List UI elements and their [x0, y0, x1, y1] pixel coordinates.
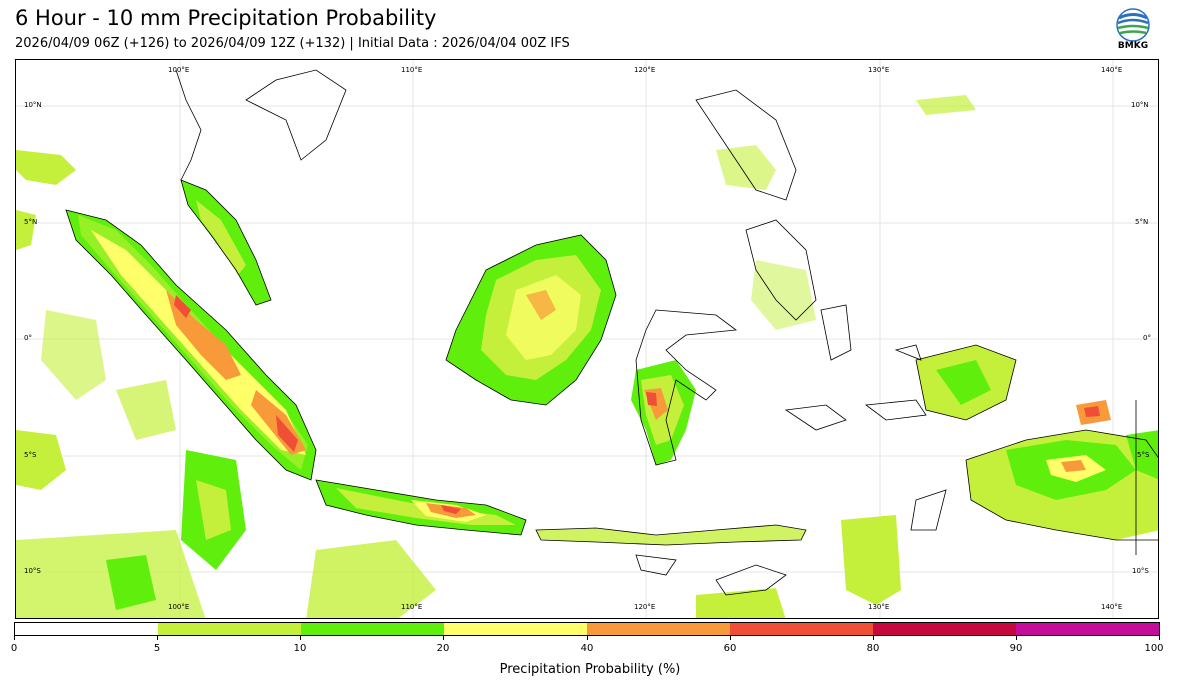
colorbar-title: Precipitation Probability (%) — [499, 662, 681, 677]
lat-label-left-0: 0° — [24, 334, 32, 342]
bmkg-logo: BMKG — [1112, 8, 1154, 54]
colorbar-segment-20-40 — [444, 623, 587, 635]
colorbar-tick — [300, 636, 301, 640]
colorbar-tick — [873, 636, 874, 640]
lon-label-top-110e: 110°E — [401, 66, 423, 74]
lat-label-right-10s: 10°S — [1132, 567, 1149, 575]
lon-label-top-100e: 100°E — [168, 66, 190, 74]
lat-label-right-0: 0° — [1143, 334, 1151, 342]
colorbar-tick-label: 10 — [293, 643, 307, 654]
lat-label-right-10n: 10°N — [1131, 101, 1149, 109]
lat-label-right-5n: 5°N — [1135, 218, 1149, 226]
colorbar-segment-5-10 — [158, 623, 301, 635]
colorbar-tick — [14, 636, 15, 640]
lat-label-left-10s: 10°S — [24, 567, 41, 575]
colorbar-tick-label: 0 — [10, 643, 18, 654]
colorbar-segment-60-80 — [730, 623, 873, 635]
lon-label-top-120e: 120°E — [634, 66, 656, 74]
colorbar-tick-label: 40 — [580, 643, 594, 654]
colorbar-segment-10-20 — [301, 623, 444, 635]
colorbar-segment-80-90 — [873, 623, 1016, 635]
colorbar-tick — [587, 636, 588, 640]
colorbar-tick — [1159, 636, 1160, 640]
map-panel: 100°E 110°E 120°E 130°E 140°E 100°E 110°… — [15, 59, 1159, 619]
lon-label-bottom-140e: 140°E — [1101, 603, 1123, 611]
chart-title: 6 Hour - 10 mm Precipitation Probability — [15, 6, 437, 30]
colorbar-tick — [157, 636, 158, 640]
colorbar-tick — [1016, 636, 1017, 640]
colorbar-segment-40-60 — [587, 623, 730, 635]
lat-label-right-5s: 5°S — [1137, 451, 1150, 459]
colorbar-tick-label: 80 — [866, 643, 880, 654]
logo-label: BMKG — [1117, 41, 1149, 51]
bmkg-emblem-icon — [1116, 8, 1150, 42]
colorbar-tick-label: 5 — [153, 643, 161, 654]
lon-label-bottom-100e: 100°E — [168, 603, 190, 611]
colorbar — [14, 622, 1160, 636]
colorbar-tick-label: 60 — [723, 643, 737, 654]
lon-label-bottom-120e: 120°E — [634, 603, 656, 611]
colorbar-tick — [443, 636, 444, 640]
lat-label-left-5s: 5°S — [24, 451, 37, 459]
colorbar-segment-0-5 — [15, 623, 158, 635]
lon-label-bottom-110e: 110°E — [401, 603, 423, 611]
colorbar-segment-90-100 — [1016, 623, 1159, 635]
precipitation-map — [16, 60, 1158, 618]
colorbar-tick-label: 90 — [1009, 643, 1023, 654]
colorbar-tick-label: 20 — [436, 643, 450, 654]
lon-label-bottom-130e: 130°E — [868, 603, 890, 611]
lon-label-top-140e: 140°E — [1101, 66, 1123, 74]
colorbar-tick — [730, 636, 731, 640]
colorbar-tick-label: 100 — [1144, 643, 1164, 654]
lat-label-left-5n: 5°N — [24, 218, 38, 226]
lon-label-top-130e: 130°E — [868, 66, 890, 74]
chart-subtitle: 2026/04/09 06Z (+126) to 2026/04/09 12Z … — [15, 36, 570, 51]
lat-label-left-10n: 10°N — [24, 101, 42, 109]
